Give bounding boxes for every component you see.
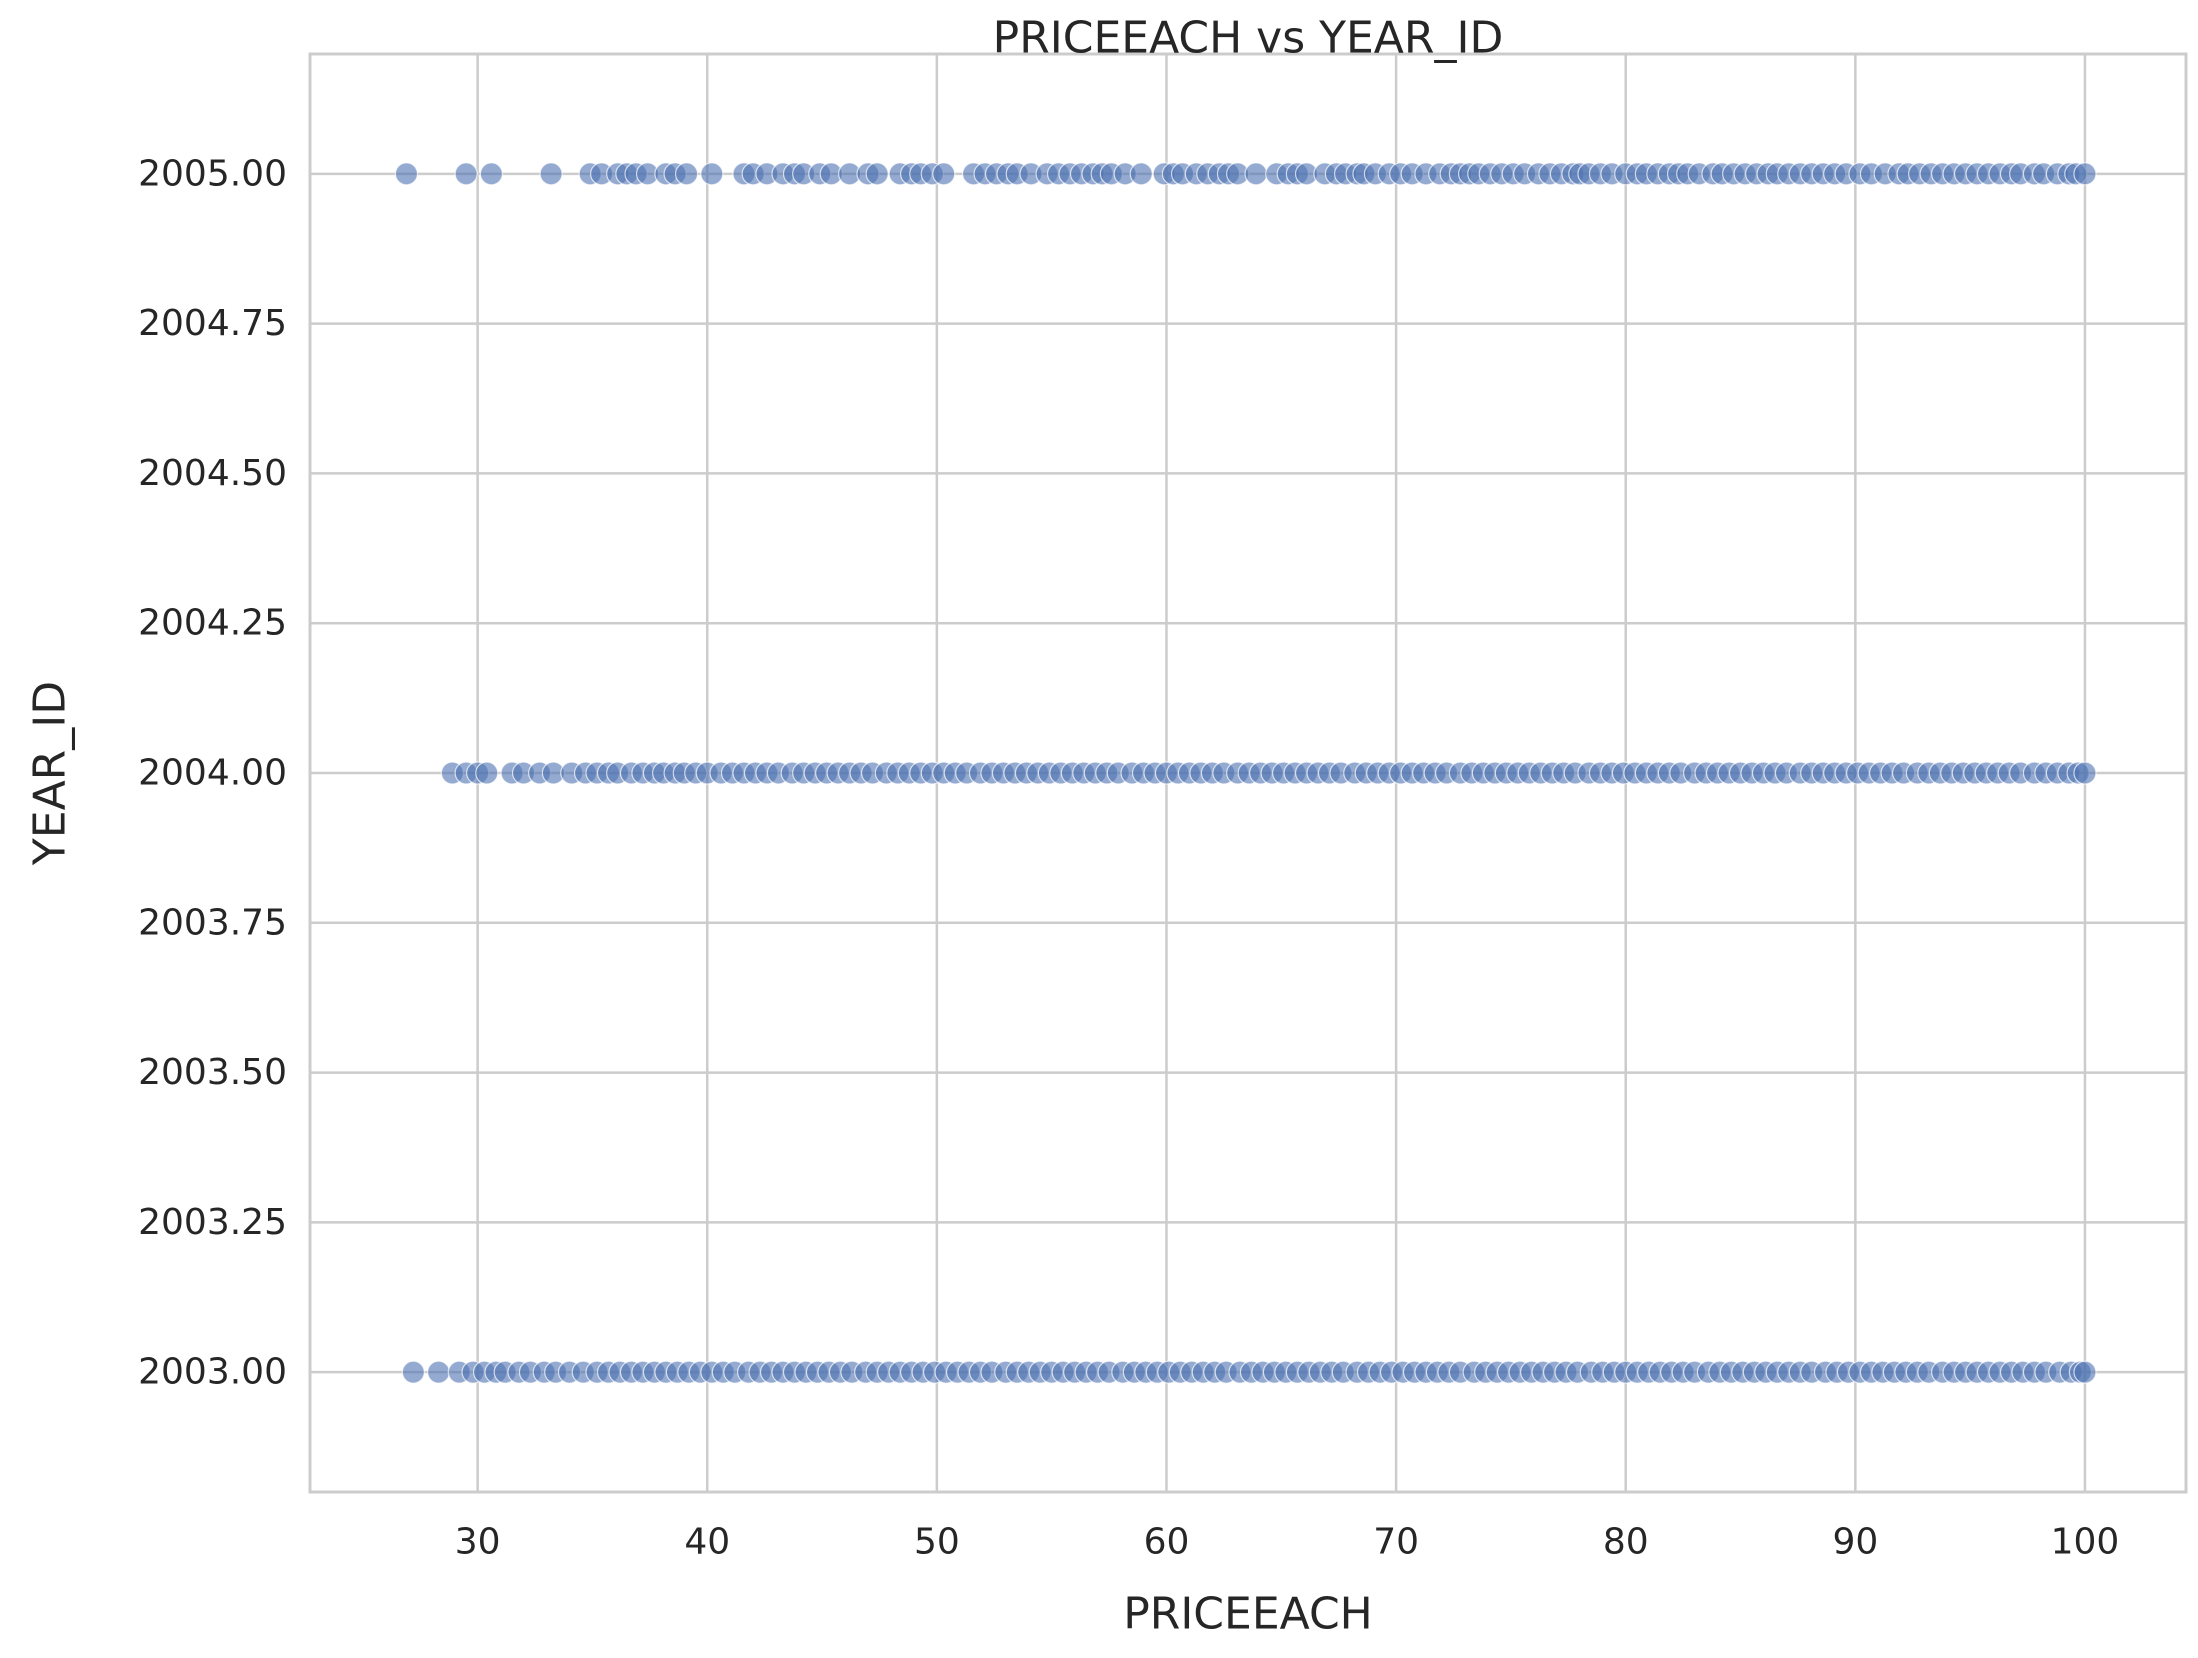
y-axis-title: YEAR_ID [25, 681, 76, 866]
scatter-point [539, 162, 563, 186]
y-tick-label: 2004.50 [138, 453, 287, 494]
x-tick-label: 90 [1832, 1522, 1878, 1563]
scatter-point [2073, 162, 2097, 186]
y-tick-label: 2003.75 [138, 902, 287, 943]
scatter-point [674, 162, 699, 186]
y-tick-label: 2004.25 [138, 603, 287, 644]
scatter-point [475, 761, 499, 785]
y-tick-label: 2003.00 [138, 1352, 287, 1393]
scatter-point [394, 162, 419, 186]
scatter-point [932, 162, 956, 186]
tick-labels: 30 40 50 60 70 80 90 100 2003.00 2003.25 2003.50 20… [138, 153, 2119, 1562]
scatter-point [426, 1360, 451, 1384]
scatter-point [401, 1360, 425, 1384]
scatter-point [479, 162, 504, 186]
x-tick-label: 60 [1144, 1522, 1190, 1563]
x-tick-label: 70 [1373, 1522, 1419, 1563]
y-tick-label: 2003.50 [138, 1052, 287, 1093]
x-tick-label: 30 [455, 1522, 501, 1563]
chart-title: PRICEEACH vs YEAR_ID [993, 13, 1504, 64]
x-tick-label: 100 [2051, 1522, 2120, 1563]
scatter-point [1129, 162, 1153, 186]
scatter-point [865, 162, 889, 186]
y-tick-label: 2004.75 [138, 303, 287, 344]
scatter-point [1244, 162, 1268, 186]
x-axis-title: PRICEEACH [1123, 1589, 1373, 1640]
x-tick-label: 50 [914, 1522, 960, 1563]
scatter-point [454, 162, 478, 186]
scatter-point [2073, 1360, 2097, 1384]
scatter-points [394, 162, 2097, 1384]
scatter-point [2073, 761, 2097, 785]
plot-frame [308, 52, 2188, 1494]
x-tick-label: 80 [1603, 1522, 1649, 1563]
y-tick-label: 2005.00 [138, 153, 287, 194]
y-tick-label: 2004.00 [138, 753, 287, 794]
scatter-point [700, 162, 724, 186]
y-tick-label: 2003.25 [138, 1202, 287, 1243]
x-tick-label: 40 [684, 1522, 730, 1563]
